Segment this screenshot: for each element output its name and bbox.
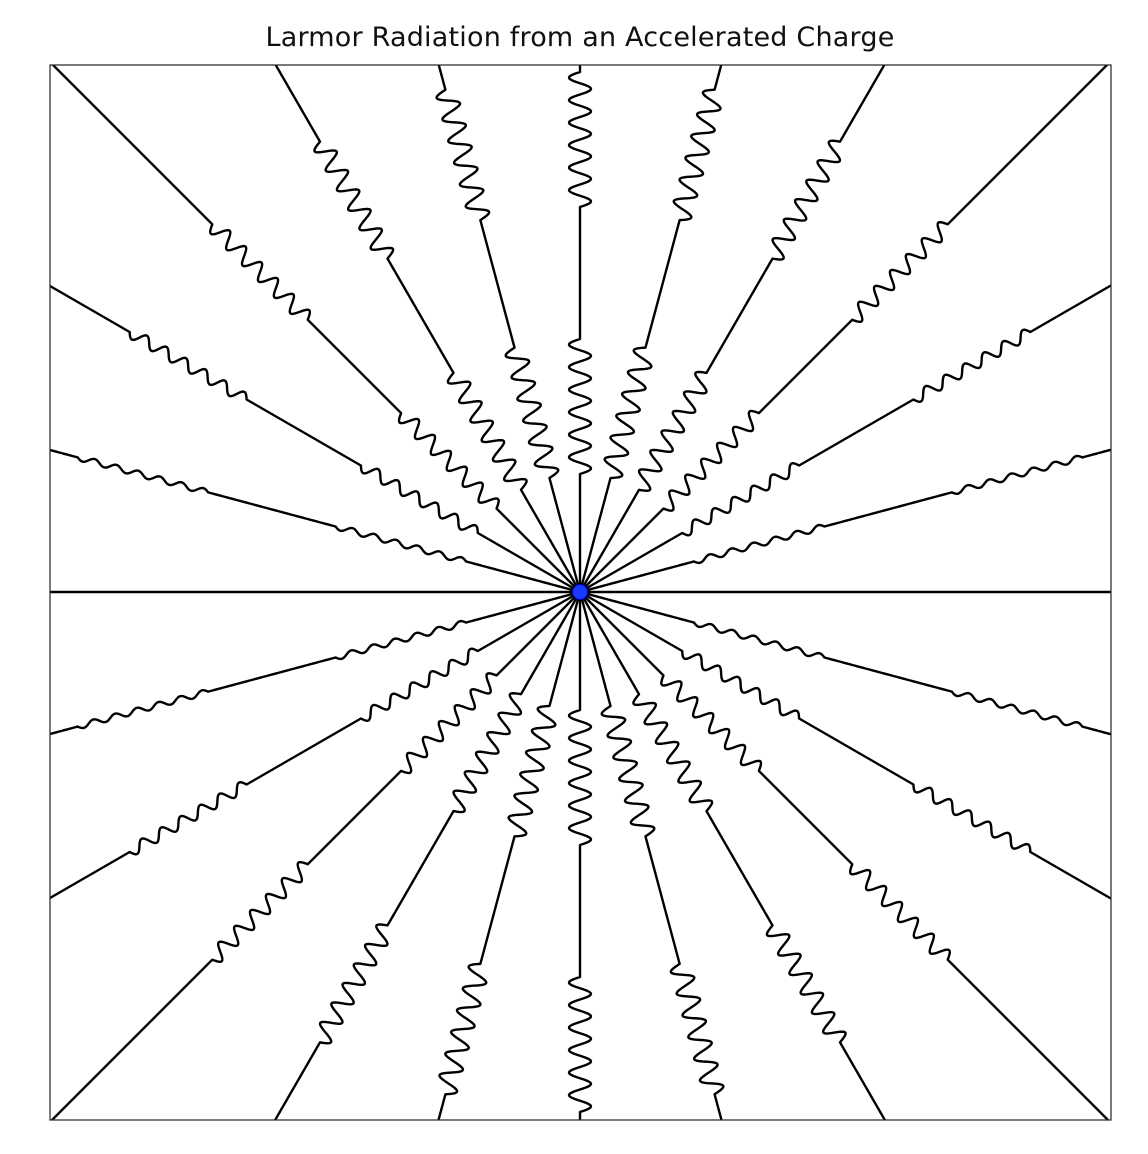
field-line-7 [435, 65, 582, 593]
field-line-3 [579, 65, 1109, 593]
field-line-16 [273, 591, 582, 1120]
field-line-18 [567, 591, 593, 1120]
field-line-5 [578, 65, 723, 593]
axes-frame [49, 64, 1112, 1121]
field-line-4 [578, 65, 886, 593]
accelerated-charge [572, 584, 588, 600]
field-line-15 [50, 591, 581, 1120]
field-line-20 [578, 591, 887, 1120]
field-line-6 [567, 65, 593, 593]
field-line-19 [578, 591, 725, 1120]
field-line-8 [274, 65, 582, 593]
field-line-21 [579, 591, 1110, 1120]
field-line-23 [579, 590, 1111, 736]
field-line-10 [50, 284, 581, 594]
field-line-2 [579, 284, 1111, 594]
field-line-13 [50, 590, 581, 736]
field-line-14 [50, 590, 581, 900]
field-line-9 [51, 65, 581, 593]
field-line-17 [437, 591, 582, 1120]
field-line-11 [50, 448, 581, 594]
field-line-22 [579, 590, 1111, 900]
field-line-1 [579, 448, 1111, 594]
figure-title: Larmor Radiation from an Accelerated Cha… [265, 22, 895, 53]
